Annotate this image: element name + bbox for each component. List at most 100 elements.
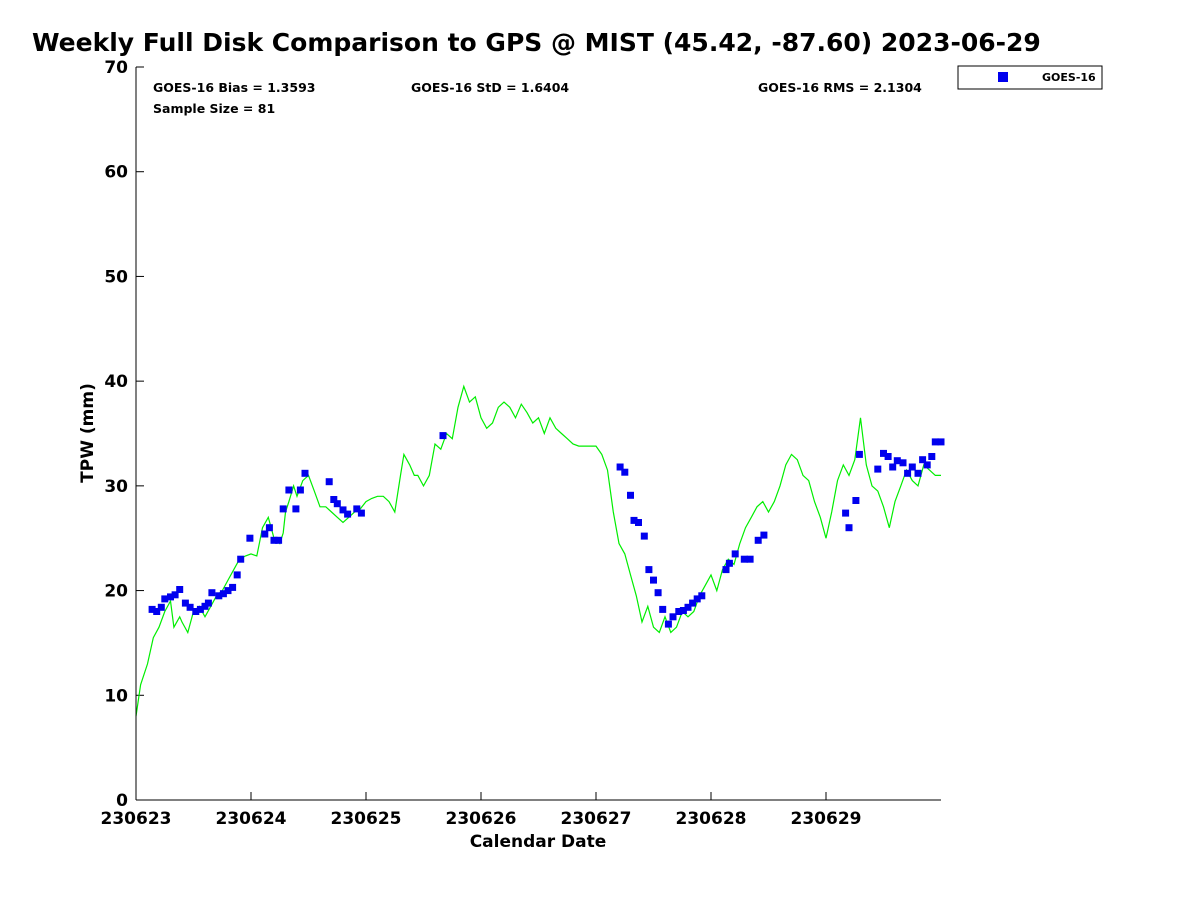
y-tick-label: 60	[104, 163, 128, 183]
goes-16-point	[167, 593, 174, 601]
goes-16-point	[874, 465, 882, 473]
goes-16-point	[344, 510, 352, 518]
goes-16-point	[229, 583, 237, 591]
goes-16-point	[931, 438, 939, 446]
goes-16-point	[176, 586, 184, 593]
goes-16-point	[689, 599, 697, 607]
goes-16-point	[914, 469, 922, 477]
goes-16-point	[754, 536, 762, 544]
goes-16-point	[880, 449, 887, 457]
goes-16-point	[196, 605, 204, 613]
y-tick-label: 30	[104, 477, 128, 497]
goes-16-point	[627, 491, 634, 499]
goes-16-point	[219, 590, 227, 598]
goes-16-point	[664, 620, 672, 628]
goes-16-point	[645, 566, 653, 574]
goes-16-point	[760, 531, 768, 539]
goes-16-point	[181, 599, 189, 607]
goes-16-point	[270, 536, 278, 544]
goes-16-point	[640, 532, 648, 540]
goes-16-point	[148, 605, 156, 613]
goes-16-point	[650, 576, 657, 584]
goes-16-point	[208, 589, 216, 597]
goes-16-point	[698, 592, 706, 600]
goes-16-point	[301, 469, 309, 477]
goes-16-point	[330, 496, 338, 503]
goes-16-point	[722, 566, 730, 574]
goes-16-point	[684, 603, 692, 611]
goes-16-point	[292, 505, 300, 513]
goes-16-point	[899, 459, 907, 467]
goes-16-point	[261, 530, 269, 538]
goes-16-point	[325, 478, 333, 486]
goes-16-point	[904, 469, 912, 477]
goes-16-point	[157, 603, 165, 611]
goes-16-point	[654, 589, 662, 597]
goes-16-point	[265, 524, 273, 532]
y-tick-label: 20	[104, 582, 128, 602]
y-tick-label: 40	[104, 372, 128, 392]
goes-marker-layer	[148, 432, 945, 628]
goes-16-point	[153, 608, 161, 615]
goes-16-point	[161, 595, 169, 603]
sample-size-stat: Sample Size = 81	[153, 101, 275, 116]
goes-16-point	[616, 463, 624, 471]
goes-16-point	[659, 605, 667, 613]
goes-16-point	[285, 486, 293, 494]
gps-series-line	[135, 384, 941, 717]
goes-16-point	[186, 603, 194, 611]
goes-16-point	[679, 607, 687, 614]
goes-16-point	[171, 591, 179, 599]
goes-16-point	[937, 438, 945, 446]
goes-16-point	[246, 534, 254, 542]
goes-16-point	[296, 486, 304, 494]
goes-16-point	[693, 595, 701, 603]
y-tick-label: 0	[116, 791, 128, 811]
goes-16-point	[192, 608, 200, 615]
goes-16-point	[923, 461, 931, 469]
goes-16-point	[746, 555, 754, 563]
goes-16-point	[224, 587, 232, 595]
goes-16-point	[928, 453, 936, 460]
goes-16-point	[630, 516, 638, 524]
goes-16-point	[357, 509, 365, 517]
tick-labels: 0 10 20 30 40 50 60 70 230623 230624 230625 230626 2…	[101, 58, 862, 829]
plot-area	[136, 67, 941, 800]
goes-16-point	[333, 500, 341, 508]
y-tick-label: 10	[104, 686, 128, 706]
x-tick-label: 230628	[676, 809, 747, 829]
goes-16-point	[852, 497, 860, 504]
goes-16-point	[893, 457, 901, 465]
goes-16-point	[845, 524, 853, 532]
goes-16-point	[842, 509, 850, 517]
goes-16-point	[908, 463, 916, 471]
y-axis-label: TPW (mm)	[78, 383, 98, 483]
x-tick-label: 230623	[101, 809, 172, 829]
y-tick-label: 70	[104, 58, 128, 78]
x-tick-label: 230629	[791, 809, 862, 829]
goes-16-point	[621, 468, 629, 476]
goes-16-point	[919, 456, 927, 464]
chart-title: Weekly Full Disk Comparison to GPS @ MIS…	[32, 28, 1041, 57]
goes-16-point	[353, 505, 361, 513]
legend-marker	[998, 72, 1008, 82]
legend-label: GOES-16	[1042, 71, 1096, 84]
goes-16-point	[740, 555, 748, 563]
x-axis-label: Calendar Date	[470, 832, 607, 852]
goes-16-point	[884, 453, 892, 460]
goes-16-point	[669, 613, 677, 621]
x-tick-label: 230625	[331, 809, 402, 829]
legend: GOES-16	[957, 65, 1103, 90]
x-tick-label: 230624	[216, 809, 287, 829]
goes-16-point	[731, 550, 739, 558]
gps-line-layer	[135, 384, 941, 717]
rms-stat: GOES-16 RMS = 2.1304	[758, 80, 922, 95]
goes-16-point	[439, 432, 447, 440]
goes-16-point	[279, 505, 287, 513]
goes-16-point	[889, 463, 897, 471]
goes-16-point	[204, 599, 212, 607]
y-tick-label: 50	[104, 267, 128, 287]
x-tick-label: 230627	[561, 809, 632, 829]
goes-16-point	[855, 450, 863, 458]
